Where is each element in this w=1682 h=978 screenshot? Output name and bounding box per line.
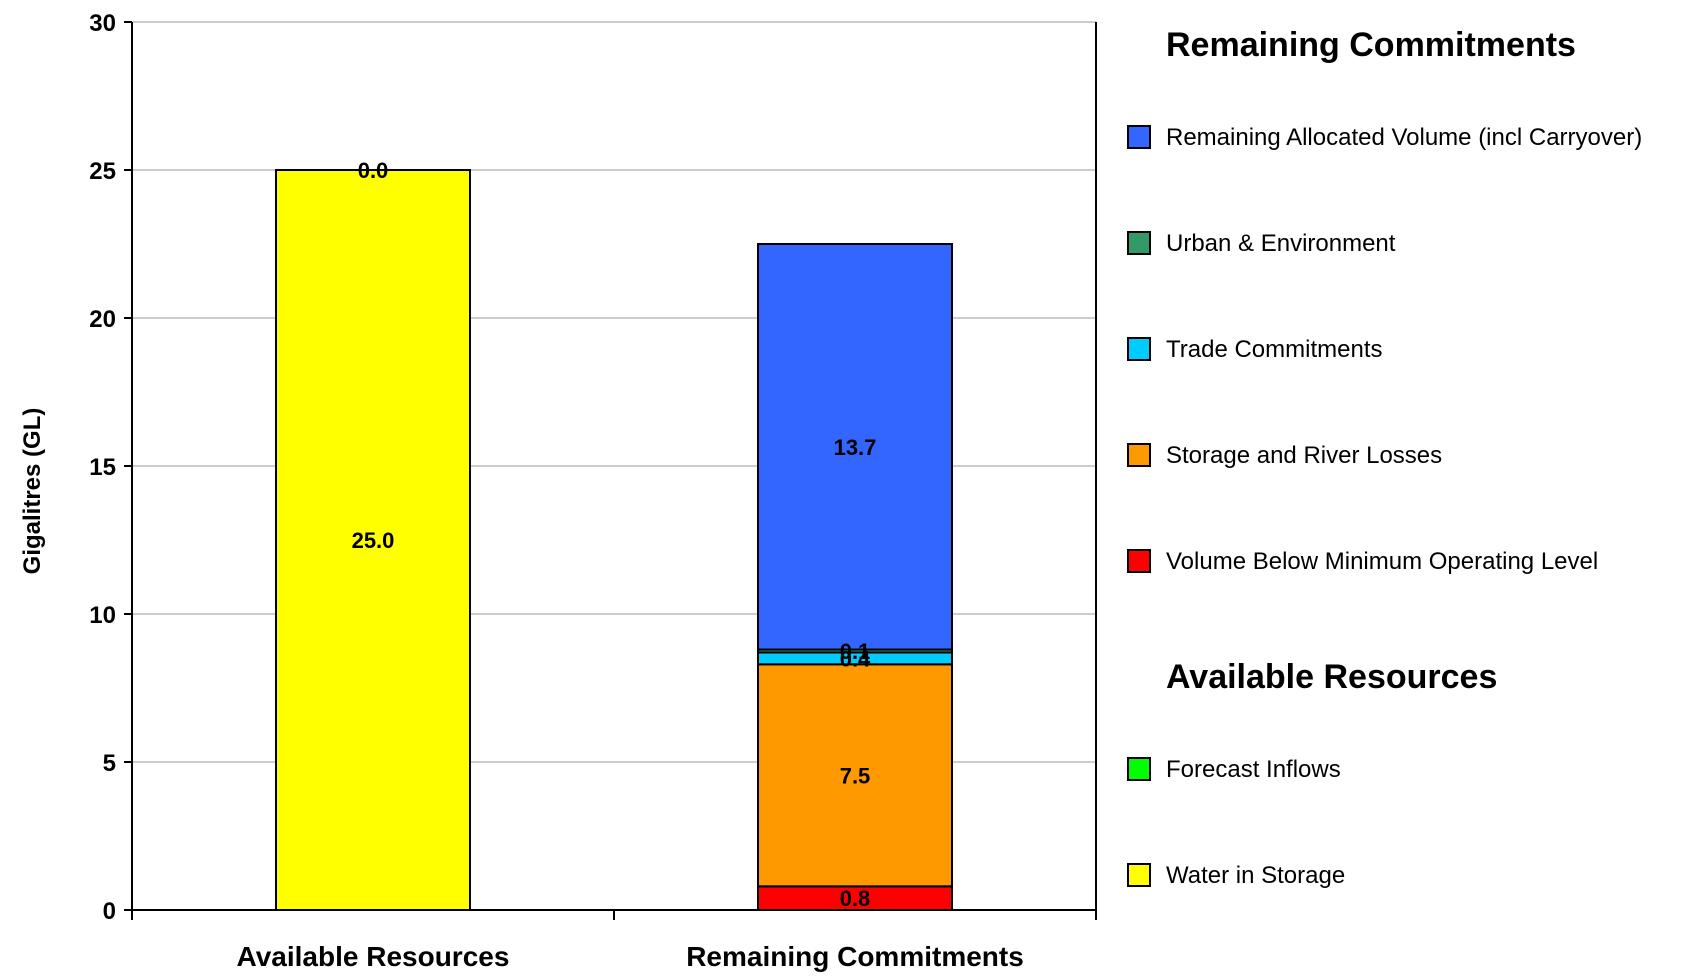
axes xyxy=(124,21,1097,920)
y-tick-label: 10 xyxy=(89,602,116,629)
y-tick-labels: 0 5 10 15 20 25 30 xyxy=(89,10,116,925)
x-category-label: Remaining Commitments xyxy=(686,941,1024,972)
legend-label: Remaining Allocated Volume (incl Carryov… xyxy=(1166,124,1642,151)
legend-label: Urban & Environment xyxy=(1166,230,1396,257)
bar-segment-storage-and-river-losses xyxy=(757,663,953,888)
y-axis-title: Gigalitres (GL) xyxy=(19,408,46,575)
legend-label: Volume Below Minimum Operating Level xyxy=(1166,548,1598,575)
y-tick-label: 0 xyxy=(103,898,116,925)
legend-heading: Remaining Commitments xyxy=(1166,26,1576,64)
y-tick-label: 30 xyxy=(89,10,116,37)
y-tick-label: 20 xyxy=(89,306,116,333)
data-label-urban-environment: 0.1 xyxy=(840,639,871,664)
y-tick-label: 15 xyxy=(89,454,116,481)
bars xyxy=(275,169,953,912)
legend-swatch xyxy=(1127,443,1151,467)
legend-heading: Available Resources xyxy=(1166,658,1497,696)
data-labels: 25.0 0.0 0.8 7.5 0.40.1 13.7 xyxy=(352,158,877,911)
legend-label: Storage and River Losses xyxy=(1166,442,1442,469)
legend-label: Water in Storage xyxy=(1166,862,1345,889)
y-tick-label: 25 xyxy=(89,158,116,185)
legend-swatch xyxy=(1127,125,1151,149)
category-labels: Available Resources Remaining Commitments xyxy=(237,941,1024,972)
legend: Remaining Commitments Remaining Allocated… xyxy=(1127,26,1642,889)
legend-label: Forecast Inflows xyxy=(1166,756,1341,783)
data-label-remaining-allocated-volume-incl-carryover: 13.7 xyxy=(834,435,877,460)
data-label-storage-and-river-losses: 7.5 xyxy=(840,763,871,788)
data-label-trade-commitments: 0.4 xyxy=(840,646,871,671)
data-label-water-in-storage: 25.0 xyxy=(352,528,395,553)
data-label-volume-below-minimum-operating-level: 0.8 xyxy=(840,886,871,911)
y-tick-label: 5 xyxy=(103,750,116,777)
legend-swatch xyxy=(1127,863,1151,887)
legend-swatch xyxy=(1127,757,1151,781)
bar-segment-remaining-allocated-volume-incl-carryover xyxy=(757,243,953,651)
data-label-forecast-inflows: 0.0 xyxy=(358,158,389,183)
legend-swatch xyxy=(1127,549,1151,573)
legend-swatch xyxy=(1127,231,1151,255)
x-category-label: Available Resources xyxy=(237,941,510,972)
legend-label: Trade Commitments xyxy=(1166,336,1383,363)
legend-swatch xyxy=(1127,337,1151,361)
